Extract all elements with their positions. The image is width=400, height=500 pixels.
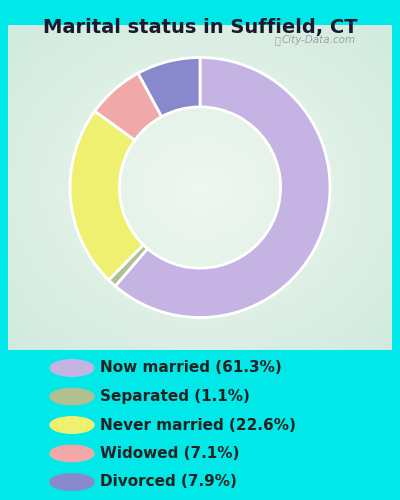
Text: Divorced (7.9%): Divorced (7.9%) xyxy=(100,474,237,490)
Circle shape xyxy=(50,446,94,462)
Text: Widowed (7.1%): Widowed (7.1%) xyxy=(100,446,239,461)
Circle shape xyxy=(50,388,94,405)
Text: Separated (1.1%): Separated (1.1%) xyxy=(100,389,250,404)
Wedge shape xyxy=(70,111,143,280)
Wedge shape xyxy=(109,245,148,286)
Circle shape xyxy=(50,417,94,433)
Text: ⓘ: ⓘ xyxy=(275,35,281,45)
Circle shape xyxy=(50,474,94,490)
Text: Marital status in Suffield, CT: Marital status in Suffield, CT xyxy=(43,18,357,36)
Wedge shape xyxy=(138,58,200,116)
Text: City-Data.com: City-Data.com xyxy=(282,35,356,45)
Text: Now married (61.3%): Now married (61.3%) xyxy=(100,360,282,376)
Circle shape xyxy=(50,360,94,376)
Wedge shape xyxy=(95,73,162,140)
Wedge shape xyxy=(115,58,330,318)
Text: Never married (22.6%): Never married (22.6%) xyxy=(100,418,296,432)
